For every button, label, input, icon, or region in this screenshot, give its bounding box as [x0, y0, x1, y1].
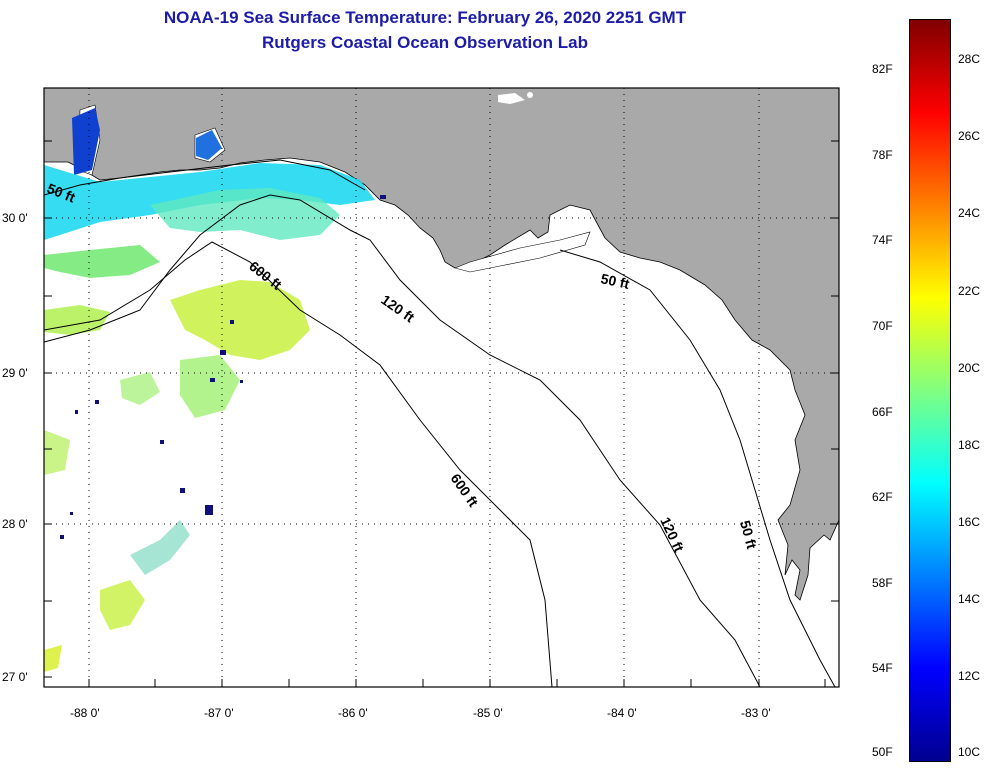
contour-120ft: [44, 194, 761, 687]
sst-patch: [72, 108, 100, 175]
lake: [498, 93, 525, 104]
colorbar-c-label: 18C: [958, 438, 981, 452]
longitude-label: -85 0': [473, 706, 503, 720]
sst-patch: [130, 520, 190, 575]
contour-50ft: [44, 159, 366, 196]
contour-label: 50 ft: [737, 519, 760, 551]
longitude-label: -84 0': [607, 706, 637, 720]
sst-patch: [150, 188, 340, 240]
colorbar-c-label: 24C: [958, 206, 981, 220]
lake: [527, 92, 533, 98]
longitude-label: -87 0': [204, 706, 234, 720]
axis-ticks: [44, 140, 839, 687]
colorbar-f-label: 58F: [872, 576, 893, 590]
sst-patch: [100, 580, 145, 630]
sst-patch: [44, 430, 70, 475]
latitude-label: 27 0': [2, 670, 28, 684]
sst-patch: [44, 645, 62, 672]
contour-600ft: [44, 241, 553, 687]
bay: [454, 231, 591, 273]
sst-patch: [44, 245, 160, 278]
colorbar-f-label: 66F: [872, 405, 893, 419]
temperature-colorbar: [909, 19, 951, 762]
sst-patch: [180, 355, 240, 418]
contour-50ft-east: [559, 249, 836, 687]
colorbar-c-label: 16C: [958, 515, 981, 529]
sst-patch: [196, 130, 222, 160]
colorbar-f-label: 50F: [872, 745, 893, 759]
colorbar-c-label: 22C: [958, 284, 981, 298]
sst-specks: [60, 195, 386, 539]
contour-label: 50 ft: [599, 270, 631, 292]
colorbar-f-label: 82F: [872, 62, 893, 76]
map-subtitle: Rutgers Coastal Ocean Observation Lab: [262, 33, 588, 52]
longitude-label: -83 0': [741, 706, 771, 720]
latitude-label: 28 0': [2, 517, 28, 531]
colorbar-f-label: 62F: [872, 490, 893, 504]
sst-patch: [170, 280, 310, 360]
colorbar-c-label: 26C: [958, 129, 981, 143]
longitude-label: -86 0': [338, 706, 368, 720]
colorbar-f-label: 54F: [872, 661, 893, 675]
colorbar-f-label: 70F: [872, 319, 893, 333]
colorbar-c-label: 10C: [958, 745, 981, 759]
graticule: [44, 88, 839, 687]
colorbar-c-label: 20C: [958, 361, 981, 375]
map-frame: [43, 87, 840, 688]
map-title: NOAA-19 Sea Surface Temperature: Februar…: [163, 8, 687, 27]
colorbar-c-label: 14C: [958, 592, 981, 606]
colorbar-f-label: 78F: [872, 148, 893, 162]
sst-map: 50 ft 600 ft 120 ft 50 ft 600 ft 120 ft …: [43, 87, 840, 688]
latitude-label: 29 0': [2, 366, 28, 380]
colorbar-c-label: 12C: [958, 669, 981, 683]
colorbar-f-label: 74F: [872, 233, 893, 247]
latitude-label: 30 0': [2, 211, 28, 225]
colorbar-c-label: 28C: [958, 52, 981, 66]
sst-patch: [120, 372, 160, 405]
longitude-label: -88 0': [70, 706, 100, 720]
